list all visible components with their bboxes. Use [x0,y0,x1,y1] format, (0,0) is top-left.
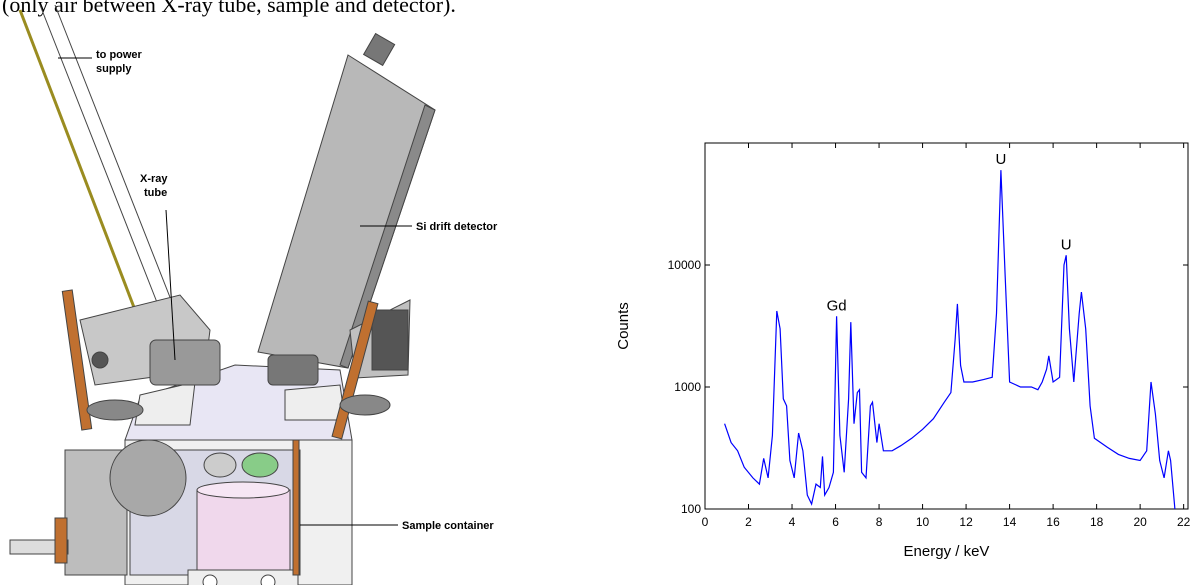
x-tick-label: 0 [702,515,709,529]
label-line: to power [96,49,143,61]
caption: (only air between X-ray tube, sample and… [2,0,456,17]
x-tick-label: 4 [789,515,796,529]
x-axis-label: Energy / keV [904,543,990,560]
y-tick-label: 100 [681,502,701,516]
label-line: supply [96,63,132,75]
x-tick-label: 18 [1090,515,1104,529]
x-tick-label: 8 [876,515,883,529]
peak-annotation: U [995,151,1006,168]
label-line: Si drift detector [416,221,498,233]
x-tick-label: 2 [745,515,752,529]
x-tick-label: 6 [832,515,839,529]
spectrum-line [724,170,1176,510]
x-tick-label: 12 [959,515,973,529]
label-line: Sample container [402,520,494,532]
label-line: X-ray [140,173,168,185]
x-tick-label: 16 [1046,515,1060,529]
plot-frame [704,142,1189,510]
label-line: tube [144,187,167,199]
x-tick-label: 10 [916,515,930,529]
x-tick-label: 22 [1177,515,1191,529]
x-tick-label: 14 [1003,515,1017,529]
y-axis-label: Counts [615,302,632,350]
y-tick-label: 10000 [668,258,702,272]
y-tick-label: 1000 [674,380,701,394]
peak-annotation: U [1061,236,1072,253]
apparatus-drawing [9,4,436,585]
peak-annotation: Gd [827,297,847,314]
x-tick-label: 20 [1133,515,1147,529]
